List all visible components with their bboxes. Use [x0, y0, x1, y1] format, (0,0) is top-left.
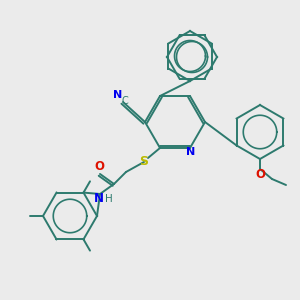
Text: N: N — [113, 90, 123, 100]
Text: S: S — [140, 155, 148, 169]
Text: O: O — [255, 167, 265, 181]
Text: C: C — [122, 96, 128, 106]
Text: N: N — [94, 193, 104, 206]
Text: N: N — [186, 147, 196, 157]
Text: O: O — [94, 160, 104, 173]
Text: H: H — [105, 194, 113, 204]
